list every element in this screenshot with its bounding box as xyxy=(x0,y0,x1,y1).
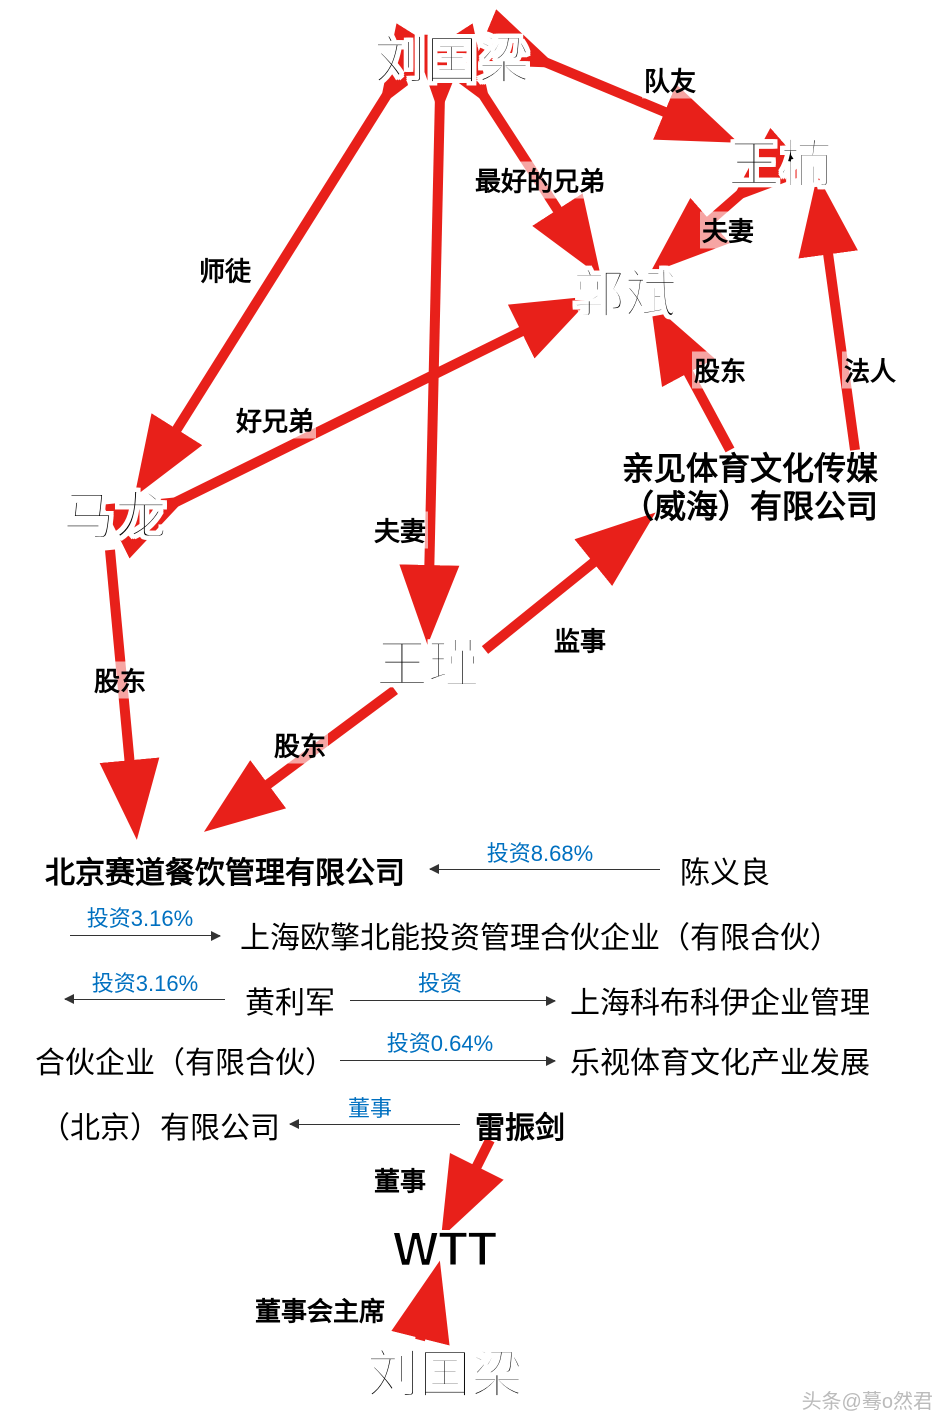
text-bjsd: 北京赛道餐饮管理有限公司 xyxy=(45,848,405,892)
text-chenyiliang: 陈义良 xyxy=(680,848,770,892)
edge-label-supervisor: 监事 xyxy=(552,622,608,659)
edge-label-good-brother: 好兄弟 xyxy=(234,402,316,439)
thin-label-5: 董事 xyxy=(348,1091,392,1123)
edge-label-shareholder1: 股东 xyxy=(692,352,748,389)
text-leizhenjian: 雷振剑 xyxy=(475,1103,565,1147)
node-company-qinjian: 亲见体育文化传媒（威海）有限公司 xyxy=(622,450,878,527)
edge-label-best-brother: 最好的兄弟 xyxy=(473,162,607,199)
edge-label-couple2: 夫妻 xyxy=(372,512,428,549)
node-wtt: WTT xyxy=(393,1223,497,1278)
node-wangnan: 王楠 xyxy=(728,123,832,198)
text-beijing-ltd: （北京）有限公司 xyxy=(40,1103,280,1147)
text-shanghai-ouqing: 上海欧擎北能投资管理合伙企业（有限合伙） xyxy=(240,913,840,957)
edge-label-shareholder2: 股东 xyxy=(92,662,148,699)
node-wangjin: 王瑾 xyxy=(376,623,480,698)
node-guobin: 郭斌 xyxy=(573,253,677,328)
node-liuguoliang-top: 刘国梁 xyxy=(374,19,530,94)
edge-label-director1: 董事 xyxy=(372,1162,428,1199)
text-hehuo: 合伙企业（有限合伙） xyxy=(35,1038,335,1082)
edge-label-legal-rep: 法人 xyxy=(842,352,898,389)
text-huanglijun: 黄利军 xyxy=(245,978,335,1022)
edge-label-shareholder3: 股东 xyxy=(272,727,328,764)
edge-label-teammate: 队友 xyxy=(642,62,698,99)
node-malong: 马龙 xyxy=(63,475,167,550)
watermark: 头条@蓦o然君 xyxy=(802,1385,933,1414)
text-shanghai-kebu: 上海科布科伊企业管理 xyxy=(570,978,870,1022)
thin-label-3: 投资 xyxy=(418,966,462,998)
red-edges-layer xyxy=(0,0,945,1424)
node-liuguoliang-bottom: 刘国梁 xyxy=(367,1333,523,1408)
thin-label-1: 投资3.16% xyxy=(87,901,193,933)
edge-label-chairman: 董事会主席 xyxy=(253,1292,387,1329)
edge-label-couple1: 夫妻 xyxy=(700,212,756,249)
thin-label-4: 投资0.64% xyxy=(387,1026,493,1058)
thin-label-2: 投资3.16% xyxy=(92,966,198,998)
thin-label-0: 投资8.68% xyxy=(487,836,593,868)
edge-label-teacher-student: 师徒 xyxy=(197,252,253,289)
text-leshi: 乐视体育文化产业发展 xyxy=(570,1038,870,1082)
